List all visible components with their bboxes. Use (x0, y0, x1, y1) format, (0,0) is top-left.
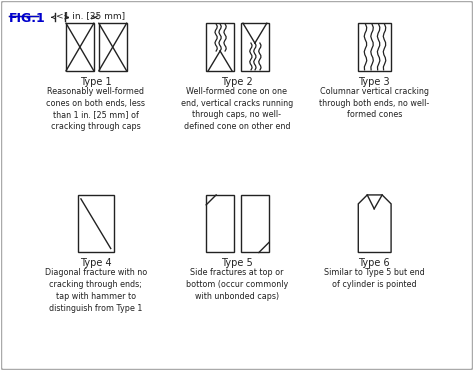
Bar (78, 195, 114, 253)
Text: Type 4: Type 4 (80, 259, 112, 269)
Text: FIG.1: FIG.1 (9, 12, 46, 25)
Text: Columnar vertical cracking
through both ends, no well-
formed cones: Columnar vertical cracking through both … (319, 87, 429, 119)
Text: Diagonal fracture with no
cracking through ends;
tap with hammer to
distinguish : Diagonal fracture with no cracking throu… (45, 268, 147, 313)
Text: Type 5: Type 5 (221, 259, 253, 269)
Text: Similar to Type 5 but end
of cylinder is pointed: Similar to Type 5 but end of cylinder is… (324, 268, 425, 289)
Bar (99, 23, 127, 71)
Bar (206, 195, 234, 253)
Polygon shape (358, 195, 391, 253)
Text: Type 1: Type 1 (80, 77, 112, 87)
Bar (241, 195, 269, 253)
Text: Reasonably well-formed
cones on both ends, less
than 1 in. [25 mm] of
cracking t: Reasonably well-formed cones on both end… (46, 87, 146, 131)
Bar (206, 23, 234, 71)
Text: Side fractures at top or
bottom (occur commonly
with unbonded caps): Side fractures at top or bottom (occur c… (186, 268, 288, 301)
Text: Type 3: Type 3 (358, 77, 390, 87)
Bar (66, 23, 94, 71)
Bar (241, 23, 269, 71)
Text: Type 6: Type 6 (358, 259, 390, 269)
Text: <1 in. [25 mm]: <1 in. [25 mm] (56, 11, 125, 20)
Text: Type 2: Type 2 (221, 77, 253, 87)
Text: Well-formed cone on one
end, vertical cracks running
through caps, no well-
defi: Well-formed cone on one end, vertical cr… (181, 87, 293, 131)
Bar (358, 23, 391, 71)
